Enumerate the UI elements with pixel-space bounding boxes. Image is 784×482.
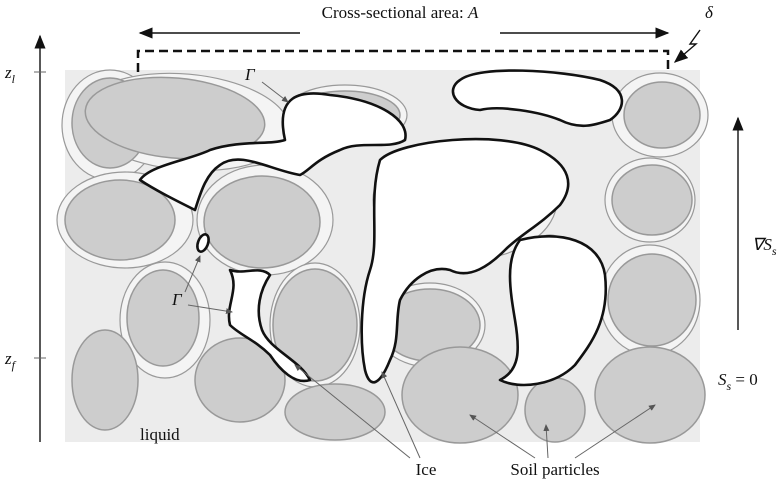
gamma-label: Γ: [171, 290, 183, 309]
control-volume: [136, 49, 670, 72]
interface-annotations: Γ Γ: [171, 65, 289, 315]
z-top-label: zl: [4, 63, 16, 86]
liquid-label: liquid: [140, 425, 180, 444]
top-annotation: Cross-sectional area: A δ: [136, 3, 714, 72]
ice-label: Ice: [416, 460, 437, 479]
z-bottom-label: zf: [4, 349, 17, 372]
area-label: Cross-sectional area: A: [322, 3, 479, 22]
right-annotation: ∇Ss Ss = 0: [718, 116, 777, 393]
soil-label: Soil particles: [510, 460, 599, 479]
gradient-label: ∇Ss: [752, 235, 777, 258]
gamma-label: Γ: [244, 65, 256, 84]
ice-regions: [138, 69, 624, 387]
soil-domain: [56, 69, 709, 444]
delta-label: δ: [705, 3, 714, 22]
left-axis: zl zf: [4, 34, 46, 442]
boundary-label: Ss = 0: [718, 370, 758, 393]
bottom-labels: liquid Ice Soil particles: [140, 364, 656, 479]
